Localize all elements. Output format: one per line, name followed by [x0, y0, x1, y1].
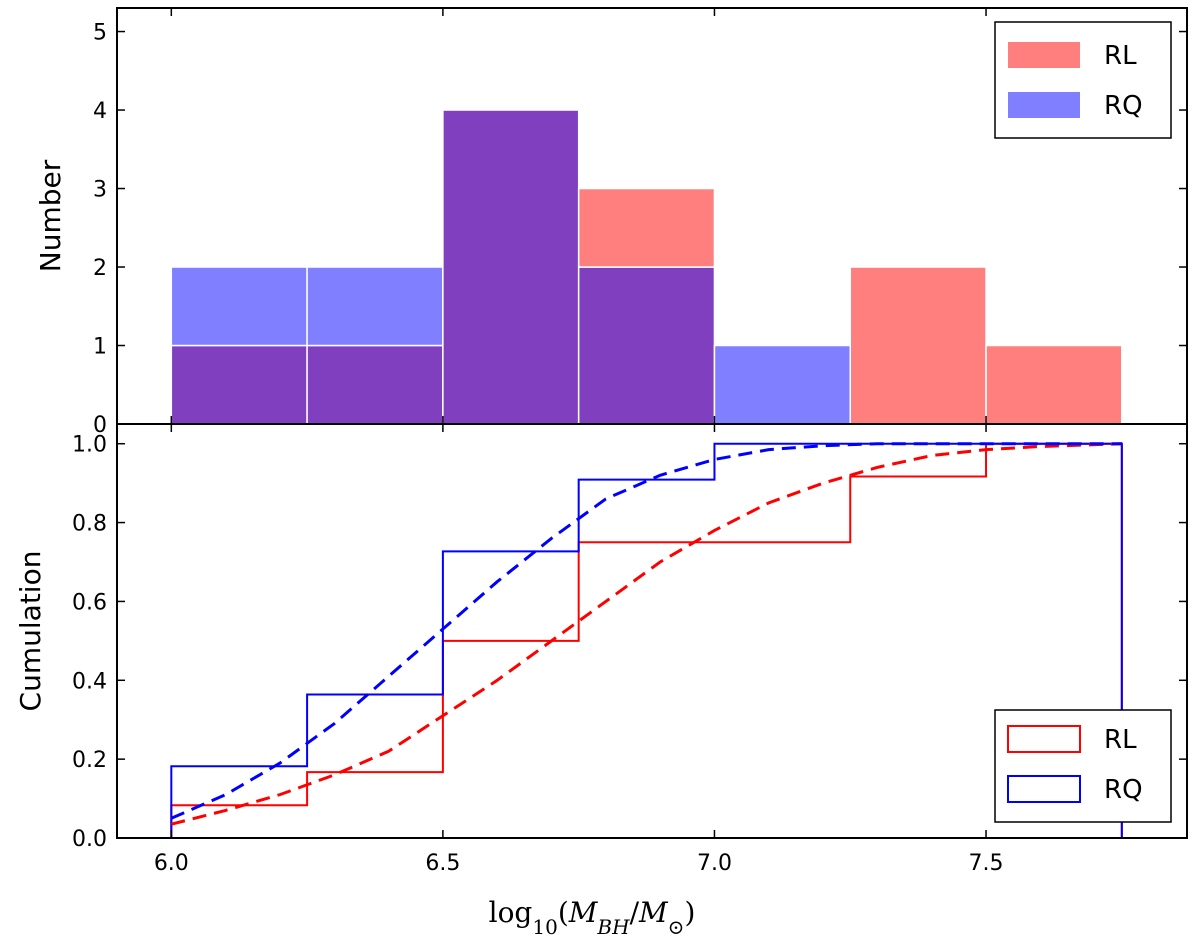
bottom-axes-frame	[116, 423, 1188, 839]
bottom-panel: 0.0 0.2 0.4 0.6 0.8 1.0 6.0 6.5 7.0 7.5 Cumulation…	[14, 423, 1188, 939]
legend-swatch-rq	[1007, 775, 1081, 803]
legend-swatch-rq	[1008, 92, 1080, 118]
y-tick-label-bottom: 1.0	[72, 433, 107, 458]
y-tick-label-top: 0	[93, 413, 107, 438]
legend-label-rq: RQ	[1104, 775, 1143, 805]
legend-label-rl: RL	[1104, 725, 1137, 755]
hist-bar-overlap	[442, 109, 580, 425]
y-tick-label-top: 1	[93, 335, 107, 360]
y-tick-label-bottom: 0.8	[72, 512, 107, 537]
legend-label-rl: RL	[1104, 41, 1137, 71]
y-axis-title-top: Number	[34, 159, 67, 272]
legend-bottom: RL RQ	[994, 709, 1172, 823]
y-tick-label-top: 3	[93, 178, 107, 203]
hist-bar-overlap	[306, 344, 444, 425]
y-axis-title-bottom: Cumulation	[14, 551, 47, 712]
legend-label-rq: RQ	[1104, 91, 1143, 121]
legend-swatch-rl	[1008, 42, 1080, 68]
y-tick-label-top: 5	[93, 21, 107, 46]
hist-bar-overlap	[170, 344, 308, 425]
x-tick-label: 6.0	[154, 851, 189, 876]
fit-curve-rq	[170, 442, 1122, 820]
x-tick-label: 7.5	[969, 851, 1004, 876]
y-tick-label-top: 4	[93, 99, 107, 124]
hist-bar-rl	[577, 187, 716, 268]
legend-top-frame	[994, 21, 1172, 139]
hist-bar-rq	[306, 266, 444, 347]
x-tick-label: 7.0	[697, 851, 732, 876]
cumulative-step-rl	[170, 442, 1123, 838]
legend-swatch-rl	[1007, 725, 1081, 753]
hist-bar-rq	[170, 266, 308, 347]
y-tick-label-bottom: 0.0	[72, 827, 107, 852]
hist-bar-rl	[849, 266, 987, 425]
x-tick-label: 6.5	[425, 851, 460, 876]
top-panel: 0 1 2 3 4 5 Number RL RQ	[34, 7, 1188, 438]
hist-bar-rl	[985, 344, 1123, 425]
hist-bar-rq	[713, 344, 851, 425]
y-tick-label-bottom: 0.4	[72, 669, 107, 694]
legend-top: RL RQ	[994, 21, 1172, 139]
y-tick-label-top: 2	[93, 256, 107, 281]
hist-bar-overlap	[577, 266, 716, 425]
fit-curve-rl	[170, 442, 1122, 826]
y-tick-label-bottom: 0.2	[72, 748, 107, 773]
cumulative-step-rq	[170, 442, 1123, 838]
x-axis-title: log10(MBH/M⊙)	[489, 896, 696, 939]
y-tick-label-bottom: 0.6	[72, 590, 107, 615]
legend-bottom-frame	[994, 709, 1172, 823]
